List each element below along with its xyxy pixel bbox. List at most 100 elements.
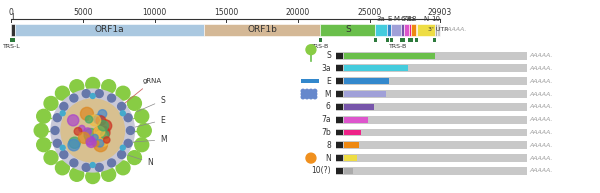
Text: AAAAA.: AAAAA. [529, 168, 553, 174]
Circle shape [82, 163, 90, 171]
Circle shape [84, 129, 97, 142]
Text: N: N [423, 16, 428, 22]
Circle shape [128, 96, 142, 110]
Bar [336, 117, 343, 123]
Circle shape [121, 145, 125, 150]
Circle shape [51, 127, 59, 135]
Text: E: E [387, 16, 391, 22]
Text: 8: 8 [326, 141, 331, 150]
Text: S: S [137, 96, 165, 112]
Circle shape [100, 120, 112, 132]
Circle shape [101, 130, 109, 139]
Circle shape [55, 161, 70, 175]
Bar [336, 52, 527, 59]
Text: E: E [132, 116, 165, 128]
Text: AAAAA.: AAAAA. [529, 130, 553, 135]
Circle shape [305, 92, 309, 96]
Circle shape [86, 170, 100, 184]
Circle shape [313, 89, 317, 93]
Circle shape [135, 109, 149, 123]
Bar [344, 65, 409, 71]
Circle shape [96, 116, 106, 125]
Text: 29903: 29903 [428, 8, 452, 17]
Bar [336, 77, 527, 85]
Circle shape [301, 95, 305, 99]
Text: 3a: 3a [377, 16, 386, 22]
Circle shape [99, 136, 109, 146]
Circle shape [313, 95, 317, 99]
Text: 7b: 7b [321, 128, 331, 137]
Circle shape [86, 77, 100, 91]
Bar [336, 130, 343, 135]
Circle shape [92, 140, 99, 147]
Text: 15000: 15000 [214, 8, 238, 17]
Text: N: N [110, 149, 153, 167]
Bar [416, 24, 434, 36]
Circle shape [127, 127, 134, 135]
Bar [336, 167, 527, 175]
Bar [336, 103, 527, 111]
Bar [15, 24, 205, 36]
Bar [344, 155, 357, 161]
Text: N: N [325, 154, 331, 163]
Bar [336, 142, 343, 148]
Circle shape [94, 114, 103, 124]
Circle shape [98, 110, 107, 118]
Bar [374, 38, 377, 42]
Bar [409, 24, 411, 36]
Circle shape [53, 139, 61, 147]
Text: 6: 6 [400, 16, 405, 22]
Bar [344, 91, 386, 97]
Circle shape [118, 102, 125, 110]
Circle shape [51, 89, 134, 172]
Circle shape [34, 124, 48, 137]
Circle shape [309, 92, 313, 96]
Circle shape [68, 115, 79, 126]
Circle shape [107, 94, 116, 102]
Bar [391, 24, 401, 36]
Bar [336, 65, 343, 71]
Circle shape [306, 153, 316, 163]
Circle shape [95, 90, 103, 98]
Circle shape [84, 128, 91, 135]
Bar [344, 168, 353, 174]
Text: S: S [345, 25, 350, 35]
Circle shape [90, 94, 95, 98]
Bar [437, 24, 440, 36]
Text: TRS-B: TRS-B [311, 44, 329, 49]
Bar [390, 38, 393, 42]
Bar [336, 141, 527, 149]
Text: AAAAA.: AAAAA. [529, 66, 553, 71]
Bar [336, 129, 527, 136]
Text: 10000: 10000 [143, 8, 167, 17]
Circle shape [53, 114, 61, 122]
Bar [411, 24, 416, 36]
Text: AAAAA.: AAAAA. [529, 104, 553, 109]
Bar [336, 78, 343, 84]
Text: L: L [11, 13, 16, 22]
Circle shape [100, 117, 107, 124]
Bar [344, 130, 361, 135]
Bar [433, 38, 436, 42]
Bar [336, 64, 527, 72]
Text: AAAAA.: AAAAA. [529, 53, 553, 58]
Circle shape [79, 132, 89, 143]
Bar [403, 38, 406, 42]
Circle shape [69, 137, 80, 148]
Circle shape [313, 92, 317, 96]
Circle shape [124, 114, 132, 122]
Bar [205, 24, 320, 36]
Circle shape [44, 151, 58, 164]
Bar [301, 79, 319, 83]
Bar [336, 53, 343, 58]
Circle shape [98, 121, 109, 131]
Bar [344, 117, 368, 123]
Circle shape [85, 116, 92, 123]
Circle shape [301, 89, 305, 93]
Circle shape [137, 124, 151, 137]
Text: TRS-L: TRS-L [3, 44, 21, 49]
Bar [336, 116, 527, 124]
Circle shape [301, 92, 305, 96]
Text: 5000: 5000 [73, 8, 93, 17]
Bar [344, 53, 435, 58]
